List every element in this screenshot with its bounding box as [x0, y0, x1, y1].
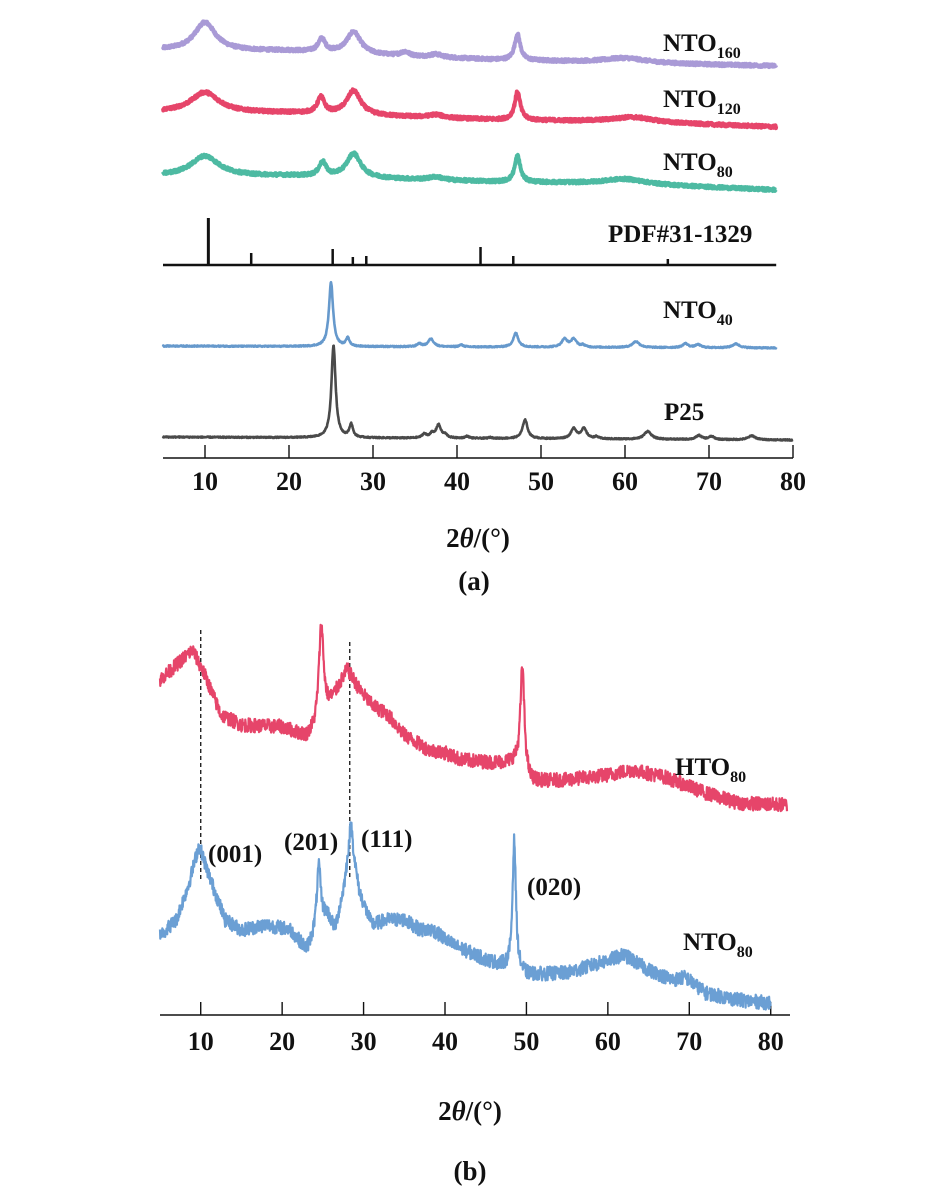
- x-tick-label: 80: [780, 467, 806, 496]
- x-tick-label: 10: [188, 1027, 214, 1056]
- annotation-111: (111): [361, 826, 412, 853]
- panel-b: 10 20 30 40 50 60 70 80: [158, 623, 790, 1056]
- x-tick-label: 30: [360, 467, 386, 496]
- x-axis-label-b: 2θ/(°): [438, 1096, 502, 1126]
- x-tick-label: 40: [444, 467, 470, 496]
- x-tick-label: 50: [528, 467, 554, 496]
- x-tick-label: 30: [351, 1027, 377, 1056]
- label-p25: P25: [664, 399, 704, 426]
- series-nto120: [161, 87, 779, 131]
- label-nto160: NTO160: [663, 30, 741, 62]
- annotation-201: (201): [284, 829, 338, 856]
- series-nto80: [158, 821, 772, 1011]
- x-axis-label-a: 2θ/(°): [446, 523, 510, 553]
- x-tick-label: 20: [269, 1027, 295, 1056]
- series-nto40: [161, 280, 778, 350]
- x-tick-label: 80: [758, 1027, 784, 1056]
- label-pdf: PDF#31-1329: [608, 221, 752, 248]
- label-nto80: NTO80: [663, 149, 733, 181]
- label-nto40: NTO40: [663, 297, 733, 329]
- series-p25: [161, 344, 794, 442]
- x-tick-label: 60: [612, 467, 638, 496]
- x-tick-label: 50: [513, 1027, 539, 1056]
- x-tick-label: 10: [192, 467, 218, 496]
- label-hto80: HTO80: [675, 754, 746, 786]
- label-nto80-b: NTO80: [683, 929, 753, 961]
- x-tick-label: 40: [432, 1027, 458, 1056]
- series-hto80: [158, 623, 789, 813]
- x-tick-label: 20: [276, 467, 302, 496]
- x-tick-label: 60: [595, 1027, 621, 1056]
- annotation-020: (020): [527, 874, 581, 901]
- x-tick-label: 70: [696, 467, 722, 496]
- x-tick-label: 70: [676, 1027, 702, 1056]
- caption-b: (b): [454, 1156, 487, 1186]
- label-nto120: NTO120: [663, 86, 741, 118]
- annotation-001: (001): [208, 841, 262, 868]
- series-nto160: [161, 19, 779, 70]
- series-nto80: [161, 150, 778, 193]
- caption-a: (a): [458, 566, 489, 596]
- panel-a: 10 20 30 40 50 60 70 80: [161, 19, 806, 496]
